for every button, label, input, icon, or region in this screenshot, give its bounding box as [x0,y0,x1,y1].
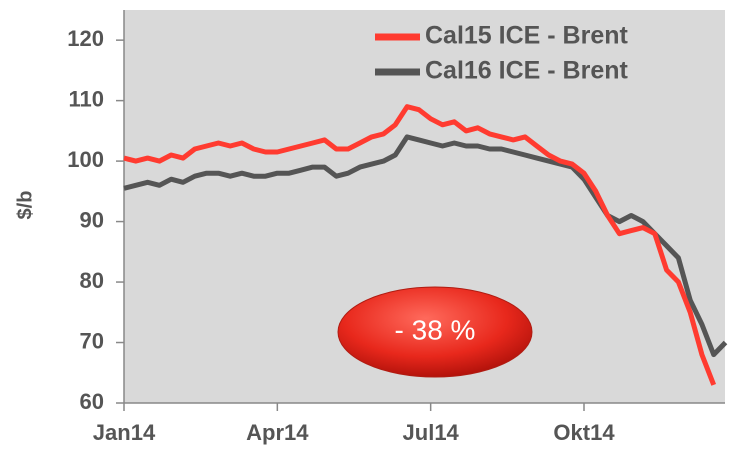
y-tick-label: 90 [80,207,104,232]
legend-label: Cal15 ICE - Brent [425,22,629,50]
x-tick-label: Jul14 [403,420,460,445]
y-tick-label: 100 [67,147,104,172]
legend-label: Cal16 ICE - Brent [425,57,629,85]
x-tick-label: Okt14 [553,420,615,445]
y-axis-label: $/b [14,191,36,220]
y-tick-label: 120 [67,26,104,51]
y-tick-label: 60 [80,389,104,414]
annotation-badge [337,286,533,378]
series-line [123,134,728,358]
annotation: - 38 % [395,314,476,345]
x-tick-label: Apr14 [246,420,309,445]
series-line [123,104,717,386]
y-tick-label: 110 [69,86,105,111]
y-tick-label: 80 [80,268,104,293]
x-tick-label: Jan14 [93,420,156,445]
y-tick-label: 70 [80,328,104,353]
